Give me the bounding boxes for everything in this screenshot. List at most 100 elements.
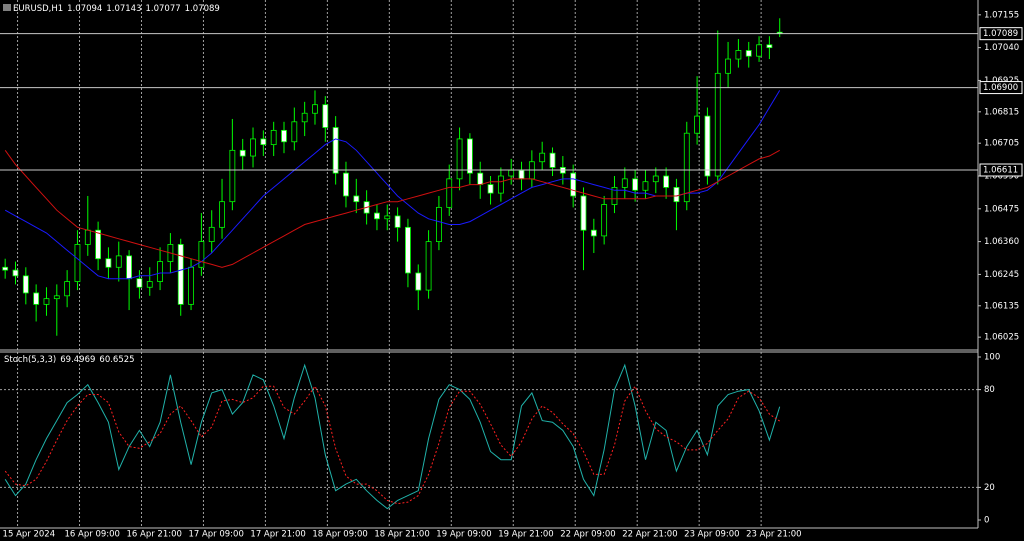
moving-average <box>4 90 781 280</box>
candle-body <box>291 121 298 143</box>
candle-body <box>663 175 670 188</box>
candle-body <box>466 138 473 174</box>
candle-body <box>487 184 494 194</box>
candle-body <box>415 272 422 291</box>
candle-body <box>508 169 515 177</box>
candle-body <box>384 215 391 220</box>
x-tick-label: 19 Apr 21:00 <box>498 530 553 540</box>
y-tick-label: 1.06815 <box>984 107 1019 117</box>
y-tick-label: 1.06475 <box>984 204 1019 214</box>
candle-body <box>477 172 484 185</box>
indicator-name: Stoch(5,3,3) <box>4 355 56 365</box>
candle-body <box>580 195 587 231</box>
candle-body <box>229 149 236 203</box>
grid-layer <box>0 0 978 528</box>
candle-body <box>570 172 577 197</box>
candle-body <box>405 226 411 274</box>
candle-body <box>549 152 556 168</box>
price-label: 1.06611 <box>983 166 1018 176</box>
axes-layer: 15 Apr 2024 16 Apr 09:00 16 Apr 21:00 17 Ap… <box>3 10 1023 540</box>
candle-body <box>332 127 339 174</box>
candle-body <box>219 201 225 228</box>
open: 1.07094 <box>67 4 102 14</box>
x-tick-label: 17 Apr 09:00 <box>188 530 243 540</box>
candle-body <box>446 178 453 208</box>
candle-body <box>22 275 29 294</box>
candle-body <box>642 181 649 191</box>
price-label-box <box>979 163 1023 177</box>
candle-body <box>281 129 287 143</box>
y-tick-label: 1.06360 <box>984 237 1019 247</box>
candle-body <box>652 175 659 183</box>
candle-body <box>704 115 711 177</box>
stochastic-line <box>4 363 781 510</box>
y-tick-label: 1.07040 <box>984 43 1019 53</box>
candle-body <box>456 138 463 180</box>
candle-body <box>756 44 762 57</box>
chart-header: EURUSD,H1 1.07094 1.07143 1.07077 1.07089 <box>13 4 220 14</box>
close: 1.07089 <box>185 4 220 14</box>
candle-body <box>590 229 597 237</box>
low: 1.07077 <box>145 4 180 14</box>
candle-body <box>250 138 256 157</box>
candle-body <box>177 244 184 305</box>
candle-body <box>208 226 215 243</box>
candle-body <box>12 269 19 277</box>
candle-body <box>766 44 773 49</box>
candle-body <box>683 132 690 203</box>
candle-body <box>105 258 112 268</box>
d-value: 60.6525 <box>99 355 134 365</box>
candle-body <box>714 72 721 177</box>
y-tick-label: 1.06245 <box>984 270 1019 280</box>
x-tick-label: 18 Apr 21:00 <box>374 530 429 540</box>
x-tick-label: 22 Apr 09:00 <box>560 530 615 540</box>
x-tick-label: 23 Apr 09:00 <box>684 530 739 540</box>
y-tick-label: 100 <box>984 353 1000 363</box>
candle-body <box>374 212 380 220</box>
candle-body <box>353 195 360 203</box>
candle-body <box>301 112 308 123</box>
candle-body <box>64 281 71 297</box>
x-tick-label: 16 Apr 09:00 <box>65 530 120 540</box>
candle-body <box>425 241 432 291</box>
x-tick-label: 23 Apr 21:00 <box>746 530 801 540</box>
candle-body <box>270 129 277 146</box>
x-tick-label: 17 Apr 21:00 <box>250 530 305 540</box>
y-tick-label: 1.06705 <box>984 139 1019 149</box>
candle-body <box>322 104 329 128</box>
candle-body <box>621 178 628 188</box>
price-label-box <box>979 27 1023 41</box>
candle-body <box>694 115 700 134</box>
candle-body <box>33 292 40 305</box>
candle-body <box>74 244 81 282</box>
x-tick-label: 15 Apr 2024 <box>3 530 56 540</box>
x-tick-label: 16 Apr 21:00 <box>126 530 181 540</box>
candle-body <box>611 187 618 205</box>
y-tick-label: 0 <box>984 516 989 526</box>
candle-body <box>497 175 504 194</box>
candle-body <box>260 138 267 146</box>
candle-body <box>157 261 163 282</box>
candle-body <box>136 278 143 288</box>
symbol: EURUSD,H1 <box>13 4 63 14</box>
candle-body <box>126 255 132 280</box>
y-tick-label: 1.06135 <box>984 301 1019 311</box>
candle-body <box>745 50 752 57</box>
price-label: 1.06900 <box>983 83 1018 93</box>
candle-body <box>436 206 442 243</box>
candle-body <box>115 255 122 268</box>
candle-body <box>198 241 205 268</box>
candle-body <box>146 281 153 288</box>
y-tick-label: 80 <box>984 385 995 395</box>
y-tick-label: 1.06025 <box>984 333 1019 343</box>
candle-body <box>43 298 50 305</box>
candle-body <box>312 104 318 114</box>
indicator-header: Stoch(5,3,3) 69.4969 60.6525 <box>4 355 135 365</box>
symbol-icon <box>3 4 11 11</box>
candle-body <box>84 229 91 245</box>
candle-body <box>394 215 401 228</box>
x-tick-label: 22 Apr 21:00 <box>622 530 677 540</box>
k-value: 69.4969 <box>60 355 95 365</box>
y-tick-label: 1.07155 <box>984 10 1019 20</box>
